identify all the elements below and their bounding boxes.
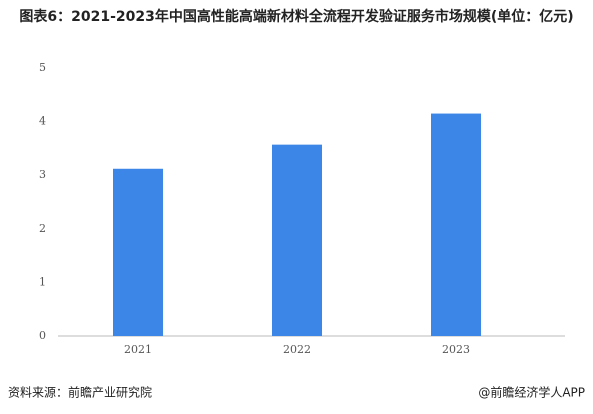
bar bbox=[272, 144, 322, 336]
y-tick-label: 1 bbox=[39, 275, 46, 288]
y-tick-label: 4 bbox=[39, 115, 46, 128]
source: 资料来源：前瞻产业研究院 bbox=[8, 385, 152, 400]
x-tick-label: 2021 bbox=[124, 343, 152, 356]
x-tick-label: 2023 bbox=[442, 343, 470, 356]
y-tick-label: 0 bbox=[39, 329, 46, 342]
y-tick-label: 3 bbox=[39, 168, 46, 181]
chart-title: 图表6：2021-2023年中国高性能高端新材料全流程开发验证服务市场规模(单位… bbox=[19, 9, 574, 25]
y-tick-label: 5 bbox=[39, 61, 46, 74]
y-tick-label: 2 bbox=[39, 222, 46, 235]
credit: @前瞻经济学人APP bbox=[478, 385, 585, 400]
bar bbox=[113, 168, 163, 336]
x-tick-label: 2022 bbox=[283, 343, 311, 356]
bar bbox=[431, 113, 481, 336]
